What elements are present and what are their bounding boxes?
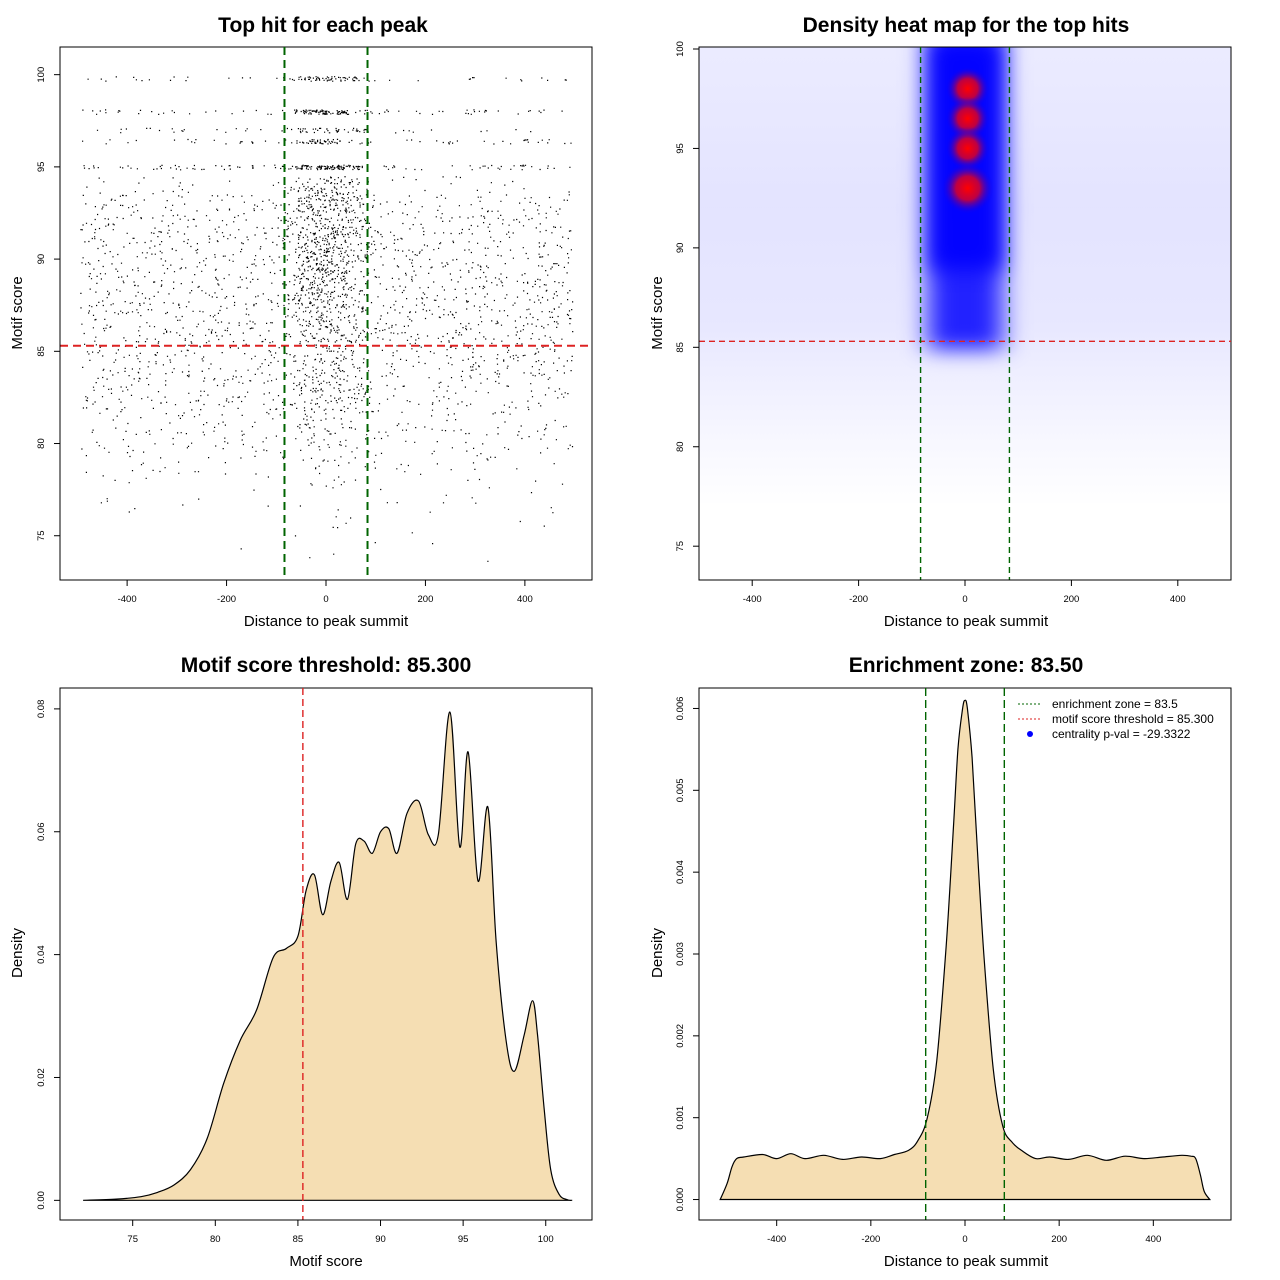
heatmap-y-tick-label: 95 xyxy=(675,143,686,154)
distance-density-curve xyxy=(719,699,1211,1201)
scatter-x-tick-label: -400 xyxy=(118,594,137,605)
score-density-title: Motif score threshold: 85.300 xyxy=(181,654,472,677)
score-density-y-tick-label: 0.04 xyxy=(36,945,47,964)
distance-density-y-label: Density xyxy=(649,927,666,978)
scatter-y-tick-label: 90 xyxy=(36,254,47,265)
score-density-x-label: Motif score xyxy=(289,1253,362,1270)
score-density-x-tick-label: 85 xyxy=(293,1234,304,1245)
heatmap-x-tick-label: -200 xyxy=(849,594,868,605)
heatmap-x-label: Distance to peak summit xyxy=(884,613,1049,630)
distance-density-title: Enrichment zone: 83.50 xyxy=(849,654,1084,677)
heatmap-x-tick-label: 200 xyxy=(1063,594,1079,605)
scatter-reference-lines xyxy=(60,47,592,580)
score-density-x-tick-label: 95 xyxy=(458,1234,469,1245)
scatter-y-tick-label: 75 xyxy=(36,530,47,541)
distance-density-y-tick-label: 0.003 xyxy=(675,942,686,966)
score-density-y-label: Density xyxy=(9,927,26,978)
score-density-x-tick-label: 90 xyxy=(375,1234,386,1245)
distance-density-y-axis: 0.000 0.001 0.002 0.003 0.004 0.005 0.006 xyxy=(675,697,700,1212)
heatmap-y-tick-label: 85 xyxy=(675,342,686,353)
heatmap-reference-lines xyxy=(699,47,1231,580)
scatter-x-tick-label: 400 xyxy=(517,594,533,605)
scatter-y-tick-label: 85 xyxy=(36,346,47,357)
distance-density-x-tick-label: 400 xyxy=(1145,1234,1161,1245)
score-density-y-tick-label: 0.02 xyxy=(36,1068,47,1087)
scatter-y-tick-label: 100 xyxy=(36,67,47,83)
legend-threshold-label: motif score threshold = 85.300 xyxy=(1052,712,1214,726)
score-density-y-axis: 0.00 0.02 0.04 0.06 0.08 xyxy=(36,700,61,1210)
heatmap-x-tick-label: -400 xyxy=(743,594,762,605)
heatmap-field xyxy=(699,47,1231,507)
scatter-x-label: Distance to peak summit xyxy=(244,613,409,630)
legend-enrichment-zone-label: enrichment zone = 83.5 xyxy=(1052,697,1178,711)
scatter-panel: Top hit for each peak -400 -200 0 200 400 75… xyxy=(9,14,593,630)
heatmap-x-tick-label: 0 xyxy=(962,594,967,605)
distance-density-legend: enrichment zone = 83.5 motif score thres… xyxy=(1018,697,1214,741)
scatter-y-axis: 75 80 85 90 95 100 xyxy=(36,67,61,541)
heatmap-title: Density heat map for the top hits xyxy=(803,14,1130,37)
score-density-curve xyxy=(83,711,573,1201)
scatter-y-label: Motif score xyxy=(9,276,26,349)
distance-density-x-tick-label: -200 xyxy=(861,1234,880,1245)
distance-density-x-tick-label: -400 xyxy=(767,1234,786,1245)
distance-density-y-tick-label: 0.002 xyxy=(675,1024,686,1048)
distance-density-y-tick-label: 0.001 xyxy=(675,1106,686,1130)
score-density-x-tick-label: 75 xyxy=(127,1234,138,1245)
heatmap-hotspot xyxy=(941,162,994,215)
distance-density-reference-lines xyxy=(924,688,1006,1220)
scatter-title: Top hit for each peak xyxy=(218,14,428,37)
heatmap-y-label: Motif score xyxy=(649,276,666,349)
scatter-x-tick-label: -200 xyxy=(217,594,236,605)
distance-density-x-label: Distance to peak summit xyxy=(884,1253,1049,1270)
heatmap-panel: Density heat map for the top hits -400 -2… xyxy=(649,14,1232,630)
scatter-y-tick-label: 80 xyxy=(36,438,47,449)
heatmap-hotspot xyxy=(945,126,990,171)
heatmap-y-axis: 75 80 85 90 95 100 xyxy=(675,41,700,552)
scatter-point-cloud xyxy=(80,76,574,562)
scatter-points xyxy=(80,76,574,562)
score-density-x-axis: 75 80 85 90 95 100 xyxy=(127,1219,554,1245)
score-density-y-tick-label: 0.06 xyxy=(36,823,47,842)
score-density-y-tick-label: 0.08 xyxy=(36,700,47,719)
distance-density-y-tick-label: 0.006 xyxy=(675,697,686,721)
distance-density-y-tick-label: 0.000 xyxy=(675,1188,686,1212)
distance-density-x-axis: -400 -200 0 200 400 xyxy=(767,1219,1161,1245)
heatmap-y-tick-label: 75 xyxy=(675,541,686,552)
scatter-x-axis: -400 -200 0 200 400 xyxy=(118,579,533,605)
scatter-plot-frame xyxy=(59,46,593,581)
legend-centrality-label: centrality p-val = -29.3322 xyxy=(1052,727,1191,741)
distance-density-panel: Enrichment zone: 83.50 -400 -200 0 200 400 0… xyxy=(649,654,1232,1270)
distance-density-y-tick-label: 0.005 xyxy=(675,778,686,802)
heatmap-y-tick-label: 90 xyxy=(675,243,686,254)
distance-density-x-tick-label: 0 xyxy=(962,1234,967,1245)
scatter-x-tick-label: 0 xyxy=(323,594,328,605)
score-density-x-tick-label: 100 xyxy=(538,1234,554,1245)
distance-density-y-tick-label: 0.004 xyxy=(675,860,686,884)
distance-density-x-tick-label: 200 xyxy=(1051,1234,1067,1245)
scatter-y-tick-label: 95 xyxy=(36,162,47,173)
score-density-x-tick-label: 80 xyxy=(210,1234,221,1245)
score-density-panel: Motif score threshold: 85.300 75 80 85 90 95… xyxy=(9,654,593,1270)
score-density-y-tick-label: 0.00 xyxy=(36,1191,47,1210)
heatmap-x-tick-label: 400 xyxy=(1170,594,1186,605)
scatter-x-tick-label: 200 xyxy=(418,594,434,605)
heatmap-x-axis: -400 -200 0 200 400 xyxy=(743,579,1186,605)
heatmap-y-tick-label: 80 xyxy=(675,441,686,452)
heatmap-hotspots xyxy=(941,66,994,215)
heatmap-y-tick-label: 100 xyxy=(675,41,686,57)
legend-centrality-point xyxy=(1027,731,1033,737)
